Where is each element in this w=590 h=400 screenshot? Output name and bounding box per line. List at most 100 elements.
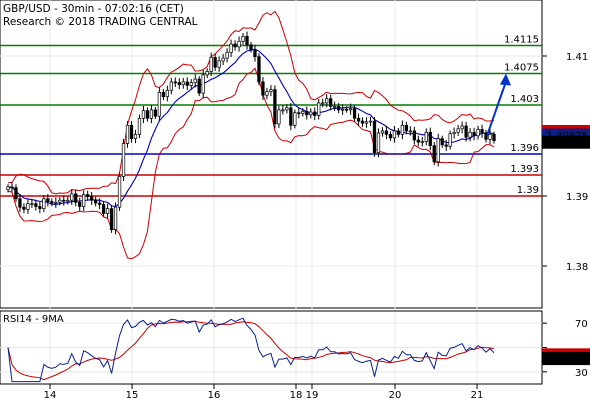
price-tags: 1.399051.398751.397943.982740.892 bbox=[542, 125, 590, 366]
candle-body bbox=[281, 109, 285, 112]
candle-body bbox=[93, 199, 98, 204]
candle-body bbox=[333, 106, 337, 108]
candle-body bbox=[440, 138, 444, 146]
candle-body bbox=[432, 145, 436, 163]
candle-body bbox=[372, 120, 377, 153]
candle-body bbox=[456, 128, 460, 133]
time-tick-label: 21 bbox=[471, 390, 484, 400]
candle-body bbox=[277, 109, 281, 125]
candle-body bbox=[249, 44, 253, 51]
candle-body bbox=[317, 102, 321, 116]
candle-body bbox=[472, 131, 476, 137]
candle-body bbox=[145, 110, 150, 119]
candle-body bbox=[285, 107, 289, 111]
candle-body bbox=[325, 98, 329, 104]
candle-body bbox=[301, 110, 305, 114]
candle-body bbox=[173, 81, 177, 84]
candle-body bbox=[221, 57, 225, 62]
candle-body bbox=[50, 201, 54, 204]
candle-body bbox=[22, 206, 26, 210]
candle-body bbox=[388, 134, 393, 139]
candle-body bbox=[424, 131, 428, 142]
candle-body bbox=[46, 198, 50, 202]
candle-body bbox=[368, 120, 373, 123]
candle-body bbox=[185, 81, 189, 86]
candle-body bbox=[492, 134, 496, 142]
candle-body bbox=[233, 43, 237, 48]
candle-body bbox=[428, 131, 432, 146]
price-tag-box bbox=[542, 135, 590, 149]
candle-body bbox=[468, 131, 472, 138]
candle-body bbox=[412, 130, 416, 141]
candle-body bbox=[129, 124, 134, 139]
candle-body bbox=[213, 57, 217, 68]
rsi-tick-label: 30 bbox=[575, 368, 588, 379]
candle-body bbox=[189, 82, 193, 86]
candle-body bbox=[137, 117, 142, 135]
candle-body bbox=[66, 199, 70, 202]
price-tag-label: 1.3979 bbox=[553, 138, 588, 149]
candle-body bbox=[444, 144, 448, 147]
candle-body bbox=[484, 132, 488, 140]
level-label: 1.4075 bbox=[504, 63, 539, 74]
candle-body bbox=[253, 49, 257, 58]
candle-body bbox=[26, 203, 30, 210]
candle-body bbox=[245, 36, 249, 46]
candle-body bbox=[340, 108, 345, 111]
candle-body bbox=[113, 206, 118, 230]
candle-body bbox=[38, 206, 42, 209]
candle-body bbox=[416, 139, 420, 143]
time-tick-label: 19 bbox=[306, 390, 319, 400]
candle-body bbox=[18, 198, 22, 208]
forecast-arrow bbox=[486, 73, 511, 137]
candle-body bbox=[6, 186, 10, 191]
candle-body bbox=[293, 112, 297, 126]
price-axis: 1.38 1.39 1.41 bbox=[542, 52, 588, 273]
level-label: 1.396 bbox=[510, 143, 539, 154]
candle-body bbox=[133, 134, 138, 139]
time-tick-label: 16 bbox=[208, 390, 221, 400]
candle-body bbox=[329, 98, 333, 107]
candle-body bbox=[269, 89, 273, 93]
candle-body bbox=[364, 121, 369, 124]
bollinger-lower bbox=[7, 67, 495, 260]
price-tick-label: 1.41 bbox=[566, 52, 588, 63]
candle-body bbox=[149, 109, 154, 119]
candle-body bbox=[480, 129, 484, 134]
candle-body bbox=[225, 52, 229, 59]
candle-body bbox=[380, 130, 385, 134]
candle-body bbox=[348, 108, 353, 111]
candle-body bbox=[257, 56, 261, 83]
time-tick-label: 14 bbox=[44, 390, 57, 400]
candle-body bbox=[105, 208, 110, 214]
candle-body bbox=[396, 130, 401, 135]
candle-body bbox=[229, 43, 233, 53]
candle-body bbox=[336, 106, 341, 111]
candle-body bbox=[261, 81, 265, 96]
chart-title: GBP/USD - 30min - 07:02:16 (CET) bbox=[3, 3, 184, 15]
candle-body bbox=[321, 102, 325, 105]
candle-body bbox=[62, 199, 66, 202]
support-resistance-levels: 1.4115 1.4075 1.403 1.396 1.393 1.39 bbox=[0, 35, 542, 197]
level-label: 1.39 bbox=[517, 185, 539, 196]
price-tick-label: 1.39 bbox=[566, 192, 588, 203]
candle-body bbox=[157, 92, 162, 117]
candle-body bbox=[436, 138, 440, 163]
candle-body bbox=[169, 81, 173, 91]
candle-body bbox=[121, 143, 126, 177]
candle-body bbox=[460, 125, 464, 130]
candle-body bbox=[305, 110, 309, 116]
candle-body bbox=[309, 111, 313, 116]
candle-body bbox=[82, 194, 86, 207]
candle-body bbox=[392, 130, 397, 139]
candle-body bbox=[313, 111, 317, 116]
candle-body bbox=[34, 203, 38, 207]
candle-body bbox=[42, 198, 46, 209]
rsi-tick-label: 70 bbox=[575, 319, 588, 330]
candle-body bbox=[14, 187, 18, 200]
candlesticks bbox=[6, 31, 496, 235]
candle-body bbox=[448, 133, 452, 147]
copyright-text: Research © 2018 TRADING CENTRAL bbox=[3, 16, 198, 28]
price-grid bbox=[0, 0, 542, 384]
